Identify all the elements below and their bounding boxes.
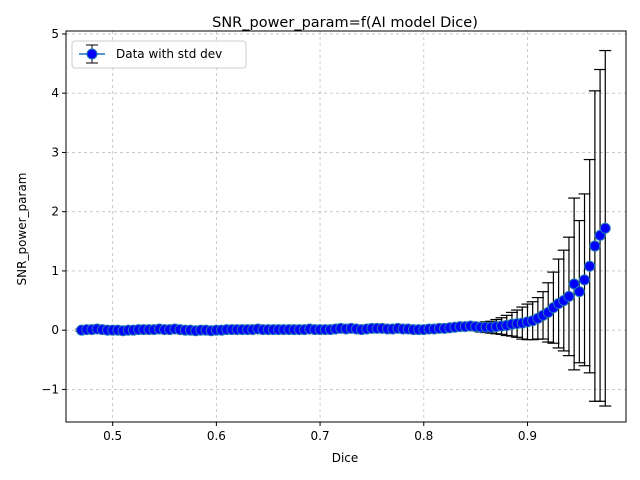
- x-tick-label: 0.5: [103, 429, 122, 443]
- data-point: [589, 240, 601, 252]
- legend-label: Data with std dev: [116, 47, 222, 61]
- plot-frame: [65, 30, 627, 423]
- data-point: [563, 290, 575, 302]
- data-point: [568, 278, 580, 290]
- legend-box: [71, 40, 247, 69]
- data-point: [573, 286, 585, 298]
- data-point: [579, 274, 591, 286]
- legend-marker: [86, 48, 98, 60]
- y-tick-label: −1: [41, 382, 59, 396]
- y-axis-label: SNR_power_param: [15, 173, 29, 286]
- y-tick-label: 1: [51, 264, 59, 278]
- y-tick-label: 5: [51, 27, 59, 41]
- x-axis-label: Dice: [332, 451, 359, 465]
- data-points: [76, 222, 611, 337]
- y-tick-label: 4: [51, 86, 59, 100]
- data-point: [584, 260, 596, 272]
- y-tick-label: 0: [51, 323, 59, 337]
- y-ticks: −1 0 1 2 3 4 5: [41, 27, 66, 396]
- x-tick-label: 0.8: [414, 429, 433, 443]
- chart-title: SNR_power_param=f(AI model Dice): [212, 15, 478, 31]
- grid: [66, 31, 626, 422]
- x-tick-label: 0.9: [518, 429, 537, 443]
- legend: Data with std dev: [71, 40, 247, 69]
- errorbars: [75, 49, 612, 407]
- y-tick-label: 3: [51, 145, 59, 159]
- x-tick-label: 0.7: [311, 429, 330, 443]
- x-ticks: 0.5 0.6 0.7 0.8 0.9: [103, 422, 537, 443]
- x-tick-label: 0.6: [207, 429, 226, 443]
- data-point: [599, 222, 611, 234]
- y-tick-label: 2: [51, 205, 59, 219]
